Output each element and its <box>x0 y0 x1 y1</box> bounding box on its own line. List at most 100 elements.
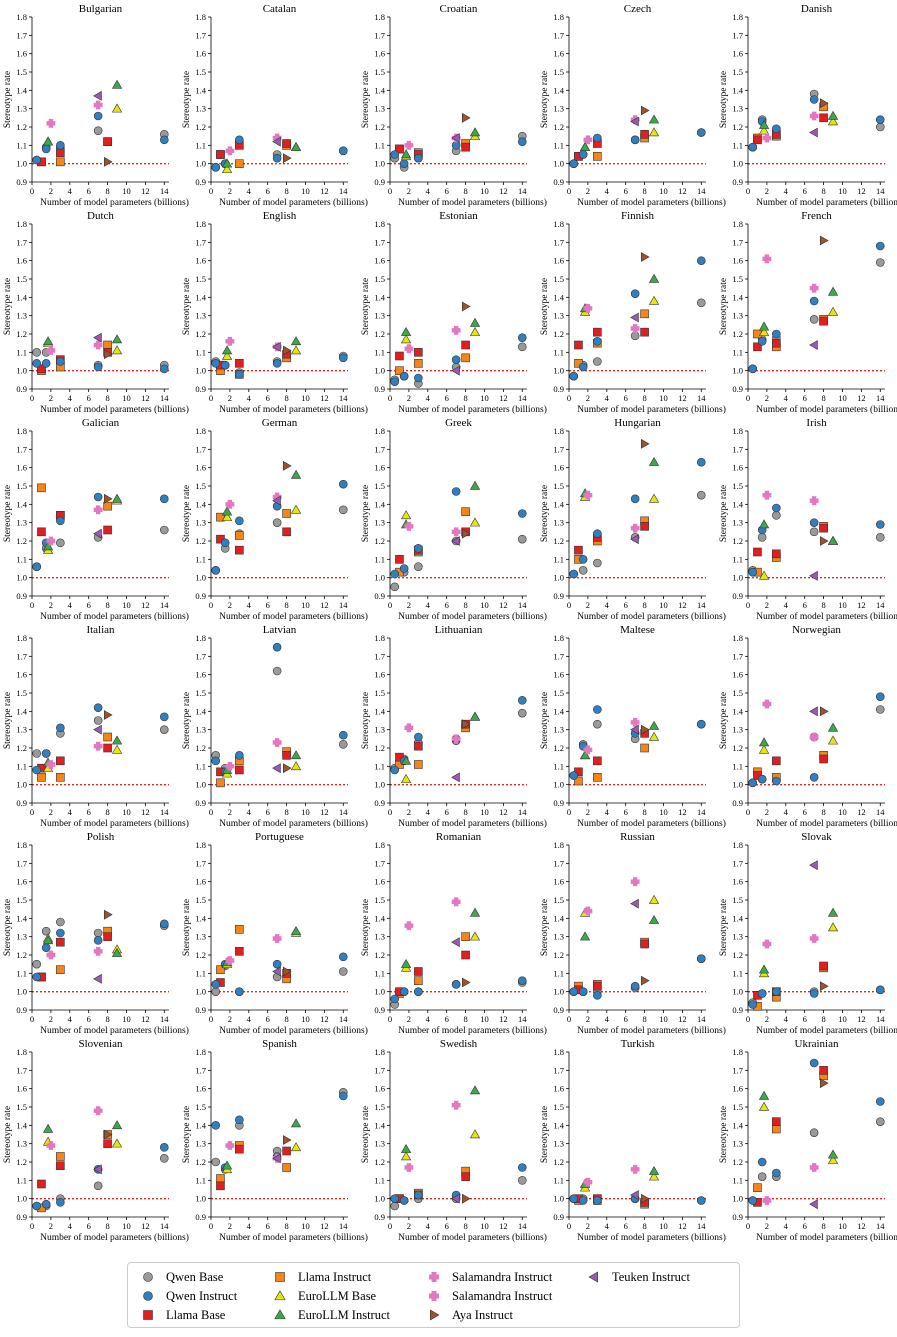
point-llama-base <box>819 961 828 971</box>
x-axis-label: Number of model parameters (billions) <box>398 404 547 415</box>
x-tick-label: 12 <box>499 1014 508 1024</box>
y-tick-label: 0.9 <box>16 1212 27 1222</box>
point-llama-instruct <box>640 309 649 319</box>
point-qwen-instruct <box>399 987 409 996</box>
y-tick-label: 1.1 <box>16 1175 27 1185</box>
point-qwen-base <box>41 926 51 936</box>
y-tick-label: 1.8 <box>195 12 206 22</box>
x-tick-label: 14 <box>697 807 706 817</box>
panel-finnish: Finnish 0.9 1.0 1.1 1.2 1.3 1.4 1.5 1.6 1.7 1.8 0 2 4… <box>540 210 726 415</box>
point-qwen-instruct <box>159 712 169 722</box>
point-llama-instruct <box>414 976 423 985</box>
y-tick-label: 1.1 <box>553 347 564 357</box>
y-tick-label: 1.6 <box>732 49 743 59</box>
y-tick-label: 1.5 <box>374 1102 385 1112</box>
y-tick-label: 1.7 <box>195 237 206 247</box>
point-llama-base <box>282 751 291 760</box>
point-eurollm-instruct <box>111 79 123 89</box>
point-qwen-instruct <box>211 566 221 575</box>
x-tick-label: 4 <box>247 600 252 610</box>
y-tick-label: 1.7 <box>732 1065 743 1075</box>
point-teuken-instruct <box>451 937 460 948</box>
point-salamandra-instruct <box>93 741 103 751</box>
x-tick-label: 2 <box>586 1221 590 1231</box>
x-tick-label: 12 <box>499 186 508 196</box>
x-tick-label: 10 <box>301 186 310 196</box>
point-qwen-instruct <box>696 457 706 467</box>
x-tick-label: 12 <box>320 186 329 196</box>
point-qwen-base <box>630 331 640 341</box>
y-tick-label: 1.6 <box>195 49 206 59</box>
x-tick-label: 0 <box>567 1221 571 1231</box>
x-tick-label: 8 <box>463 393 467 403</box>
y-tick-label: 1.4 <box>374 499 385 509</box>
point-salamandra-instruct <box>225 146 235 156</box>
point-salamandra-instruct <box>451 527 461 537</box>
x-tick-label: 6 <box>87 807 91 817</box>
x-tick-label: 14 <box>339 186 348 196</box>
x-tick-label: 0 <box>388 1221 392 1231</box>
x-tick-label: 12 <box>320 1014 329 1024</box>
y-axis-label: Stereotype rate <box>3 1106 13 1163</box>
y-tick-label: 1.6 <box>195 256 206 266</box>
y-tick-label: 1.5 <box>374 274 385 284</box>
point-qwen-instruct <box>56 516 65 526</box>
point-llama-instruct <box>414 760 423 769</box>
y-tick-label: 0.9 <box>553 384 564 394</box>
x-tick-label: 14 <box>876 1014 885 1024</box>
y-tick-label: 1.6 <box>374 49 385 59</box>
point-llama-instruct <box>395 366 404 375</box>
point-llama-base <box>593 981 602 991</box>
point-llama-instruct <box>56 773 65 782</box>
point-llama-base <box>640 939 649 949</box>
y-tick-label: 1.2 <box>553 1157 564 1167</box>
y-tick-label: 1.8 <box>374 12 385 22</box>
point-qwen-instruct <box>32 155 42 165</box>
y-tick-label: 1.0 <box>732 159 743 169</box>
point-qwen-instruct <box>235 751 244 760</box>
y-tick-label: 1.2 <box>16 743 27 753</box>
x-axis-label: Number of model parameters (billions) <box>40 197 189 208</box>
y-tick-label: 1.6 <box>195 463 206 473</box>
point-llama-base <box>282 527 291 537</box>
x-tick-label: 0 <box>209 1221 213 1231</box>
y-tick-label: 1.6 <box>374 463 385 473</box>
point-qwen-instruct <box>875 985 885 995</box>
x-tick-label: 2 <box>407 807 411 817</box>
point-eurollm-instruct <box>579 750 591 760</box>
point-salamandra-instruct <box>225 1141 235 1150</box>
y-tick-label: 1.3 <box>16 311 27 321</box>
y-tick-label: 1.4 <box>374 85 385 95</box>
y-tick-label: 1.3 <box>374 518 385 528</box>
x-tick-label: 6 <box>87 1221 91 1231</box>
point-salamandra-instruct <box>583 303 593 313</box>
y-tick-label: 1.7 <box>374 651 385 661</box>
point-llama-base <box>216 1181 225 1191</box>
panel-title: Norwegian <box>792 624 841 636</box>
point-teuken-instruct <box>451 1193 460 1204</box>
legend-label: EuroLLM Base <box>298 1289 377 1303</box>
legend-marker <box>429 1309 440 1321</box>
x-tick-label: 10 <box>122 186 131 196</box>
point-salamandra-instruct <box>225 336 235 346</box>
x-tick-label: 8 <box>642 1221 646 1231</box>
point-qwen-instruct <box>809 95 819 104</box>
y-tick-label: 1.5 <box>553 67 564 77</box>
point-qwen-instruct <box>390 765 400 775</box>
panel-spanish: Spanish 0.9 1.0 1.1 1.2 1.3 1.4 1.5 1.6 1.7 1.8 0 2 4… <box>182 1038 368 1243</box>
point-qwen-instruct <box>93 492 103 502</box>
y-tick-label: 0.9 <box>553 1212 564 1222</box>
y-tick-label: 1.4 <box>732 292 743 302</box>
x-tick-label: 4 <box>605 807 610 817</box>
point-eurollm-instruct <box>42 541 54 551</box>
y-axis-label: Stereotype rate <box>3 485 13 542</box>
y-tick-label: 1.5 <box>553 274 564 284</box>
point-llama-instruct <box>103 732 112 742</box>
point-qwen-instruct <box>93 936 103 945</box>
y-tick-label: 1.2 <box>374 1157 385 1167</box>
point-llama-base <box>235 947 244 956</box>
panel-italian: Italian 0.9 1.0 1.1 1.2 1.3 1.4 1.5 1.6 1.7 1.8 0 2 4… <box>3 624 189 829</box>
point-qwen-base <box>875 1117 885 1126</box>
x-tick-label: 8 <box>642 186 646 196</box>
point-qwen-base <box>272 666 282 676</box>
